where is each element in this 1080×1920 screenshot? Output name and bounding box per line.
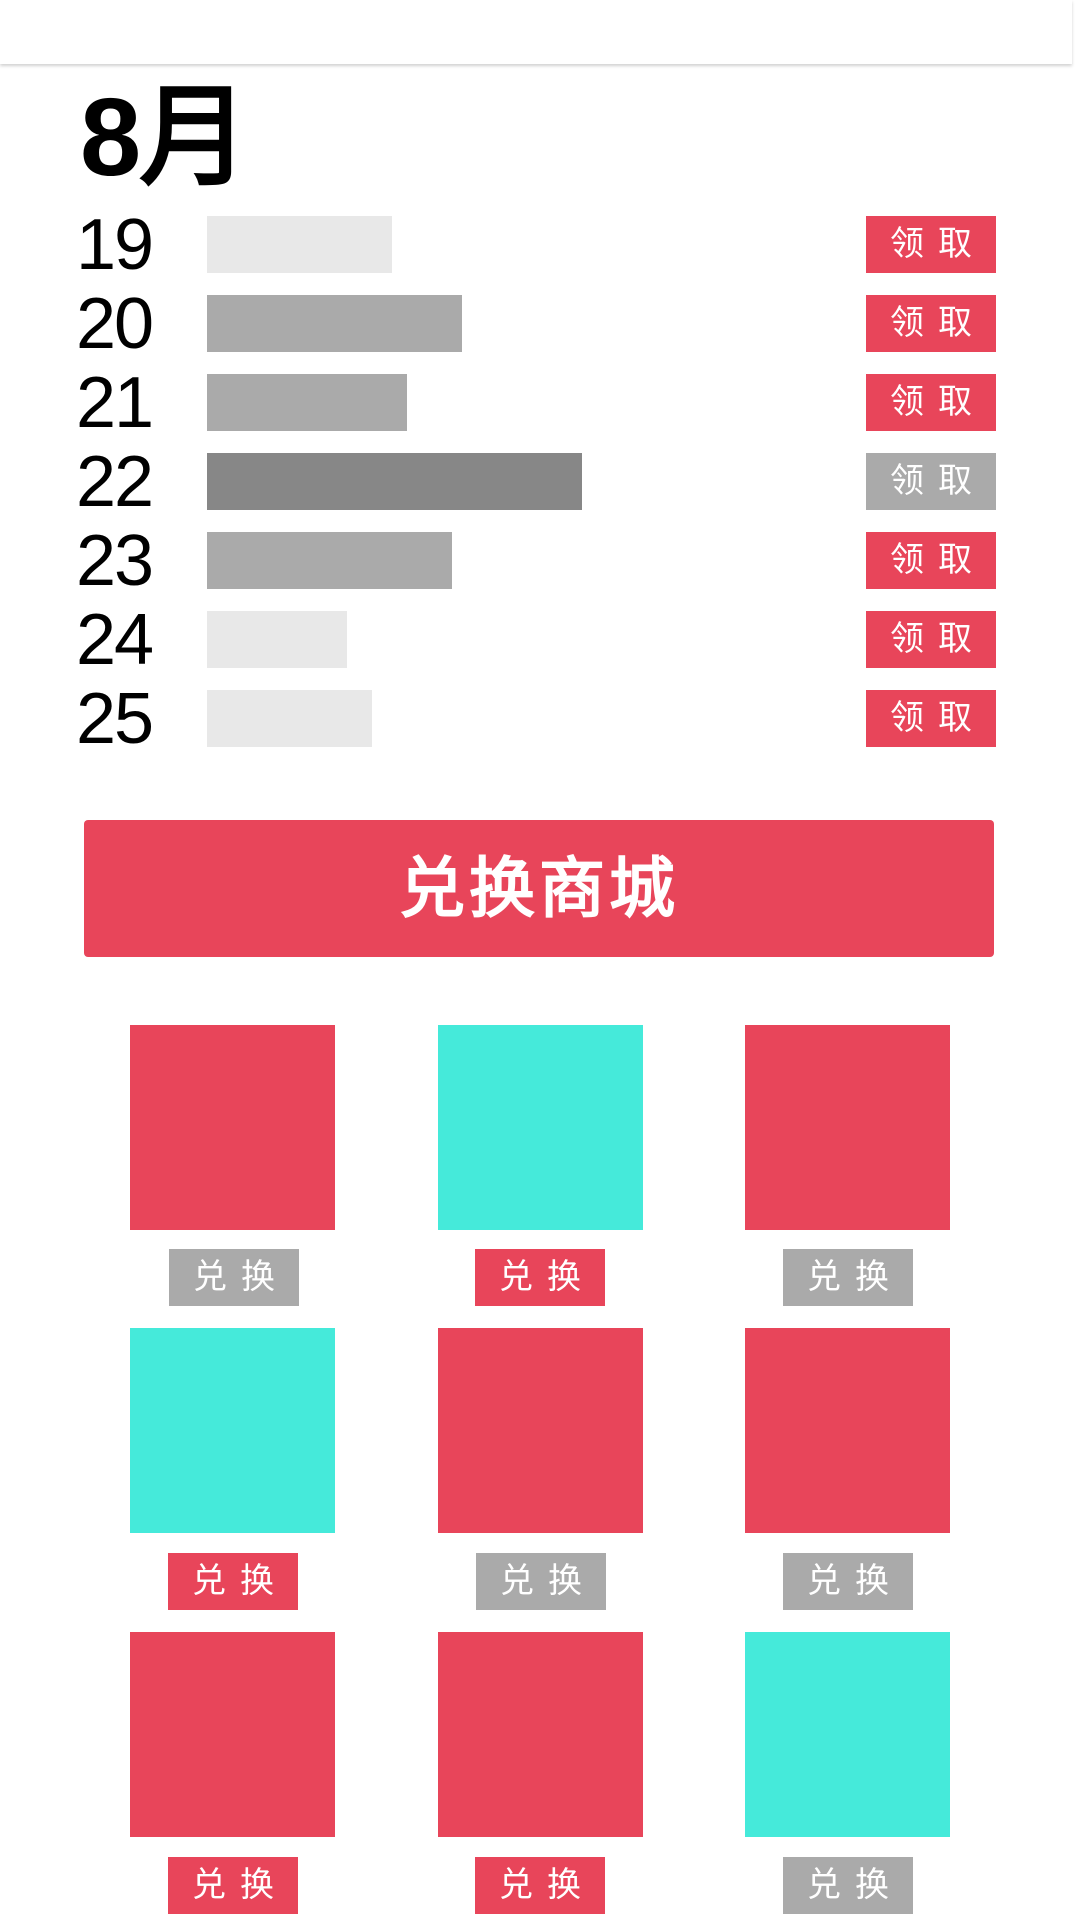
redeem-button[interactable]: 兑换: [783, 1249, 913, 1306]
day-number: 22: [76, 442, 154, 522]
claim-button[interactable]: 领取: [866, 216, 996, 273]
prize-tile: [438, 1328, 643, 1533]
prize-tile: [745, 1632, 950, 1837]
prize-tile: [130, 1328, 335, 1533]
day-row: 22 领取: [0, 445, 1080, 519]
prize-tile: [745, 1025, 950, 1230]
day-progress-bar: [207, 611, 347, 668]
day-progress-bar: [207, 374, 407, 431]
claim-button[interactable]: 领取: [866, 374, 996, 431]
day-row: 20 领取: [0, 287, 1080, 361]
day-number: 20: [76, 284, 154, 364]
month-title: 8月: [80, 76, 249, 199]
redeem-button[interactable]: 兑换: [476, 1553, 606, 1610]
claim-button[interactable]: 领取: [866, 295, 996, 352]
redeem-button[interactable]: 兑换: [475, 1249, 605, 1306]
day-progress-bar: [207, 216, 392, 273]
claim-button[interactable]: 领取: [866, 611, 996, 668]
day-progress-bar: [207, 295, 462, 352]
prize-tile: [438, 1632, 643, 1837]
redeem-button[interactable]: 兑换: [168, 1857, 298, 1914]
day-row: 19 领取: [0, 208, 1080, 282]
day-progress-bar: [207, 690, 372, 747]
day-number: 23: [76, 521, 154, 601]
redeem-button[interactable]: 兑换: [168, 1553, 298, 1610]
day-row: 24 领取: [0, 603, 1080, 677]
claim-button[interactable]: 领取: [866, 532, 996, 589]
day-number: 24: [76, 600, 154, 680]
day-number: 25: [76, 679, 154, 759]
claim-button[interactable]: 领取: [866, 690, 996, 747]
redeem-button[interactable]: 兑换: [783, 1857, 913, 1914]
redeem-button[interactable]: 兑换: [169, 1249, 299, 1306]
day-progress-bar: [207, 453, 582, 510]
top-bar: [0, 0, 1072, 64]
redeem-button[interactable]: 兑换: [783, 1553, 913, 1610]
day-row: 21 领取: [0, 366, 1080, 440]
prize-tile: [745, 1328, 950, 1533]
prize-tile: [130, 1632, 335, 1837]
day-row: 25 领取: [0, 682, 1080, 756]
exchange-mall-button[interactable]: 兑换商城: [84, 820, 994, 957]
day-number: 21: [76, 363, 154, 443]
day-progress-bar: [207, 532, 452, 589]
day-row: 23 领取: [0, 524, 1080, 598]
claim-button[interactable]: 领取: [866, 453, 996, 510]
redeem-button[interactable]: 兑换: [475, 1857, 605, 1914]
prize-tile: [130, 1025, 335, 1230]
day-number: 19: [76, 205, 154, 285]
prize-tile: [438, 1025, 643, 1230]
